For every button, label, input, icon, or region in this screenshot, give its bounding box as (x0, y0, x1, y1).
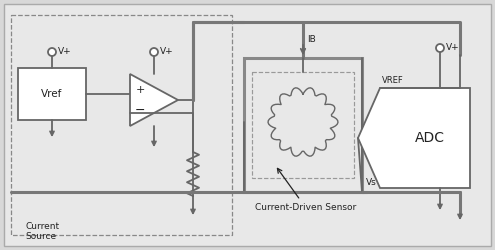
Text: VREF: VREF (382, 76, 404, 85)
Text: Vref: Vref (41, 89, 63, 99)
Polygon shape (130, 74, 178, 126)
Bar (18, 68, 86, 120)
Polygon shape (358, 88, 470, 188)
Text: ADC: ADC (415, 131, 445, 145)
Bar (244, 58, 362, 192)
Bar (11, 15, 232, 235)
Bar (252, 72, 354, 178)
Text: V+: V+ (446, 44, 460, 52)
Text: V+: V+ (160, 48, 174, 56)
Text: +: + (135, 85, 145, 95)
Text: IB: IB (307, 36, 316, 44)
Circle shape (48, 48, 56, 56)
Text: Vs: Vs (366, 178, 377, 187)
Circle shape (436, 44, 444, 52)
Text: Current-Driven Sensor: Current-Driven Sensor (255, 168, 356, 212)
Text: V+: V+ (58, 48, 72, 56)
Text: Current
Source: Current Source (25, 222, 59, 242)
Circle shape (150, 48, 158, 56)
Text: −: − (135, 104, 145, 117)
